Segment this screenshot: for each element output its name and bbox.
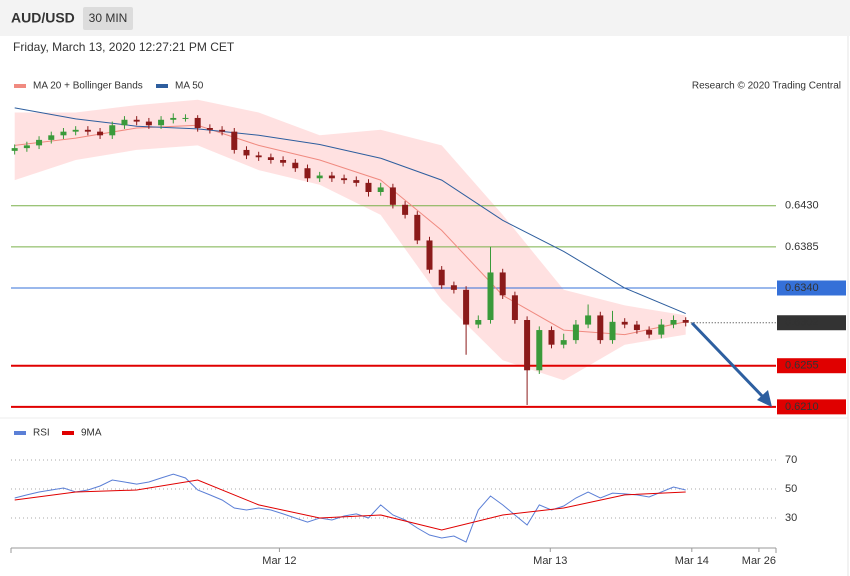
candle-body	[121, 119, 128, 126]
candle-body	[524, 320, 531, 371]
y-tick-label: 30	[785, 512, 797, 524]
candle-body	[267, 157, 274, 160]
candle-body	[328, 175, 335, 179]
rsi-line	[14, 479, 686, 531]
candle-body	[487, 272, 494, 320]
symbol: AUD/USD	[11, 10, 75, 26]
candle-body	[243, 149, 250, 156]
candle-body	[560, 340, 567, 345]
candle-body	[206, 128, 213, 130]
plot-area: 0.6430 0.6385 0.6340 0.6302 0.6255 0.6210 MA 2…	[10, 81, 846, 567]
candle-body	[97, 131, 104, 136]
legend-swatch	[14, 431, 26, 435]
bollinger-band	[14, 99, 686, 381]
candle-body	[292, 162, 299, 169]
legend-label: MA 20 + Bollinger Bands	[33, 81, 143, 92]
candle-body	[133, 119, 140, 122]
level-label: 0.6340	[785, 282, 819, 294]
candle-body	[414, 214, 421, 241]
candle-body	[536, 330, 543, 371]
candle-body	[145, 121, 152, 126]
candle-body	[36, 139, 43, 146]
candle-body	[72, 129, 79, 132]
candle-body	[48, 135, 55, 140]
projection-arrow	[690, 321, 766, 400]
candle-body	[109, 125, 116, 136]
legend-label: MA 50	[175, 81, 204, 92]
candle-body	[158, 119, 165, 126]
timeframe: 30 MIN	[89, 11, 128, 25]
candle-body	[170, 117, 177, 120]
level-label-box	[777, 358, 846, 374]
x-tick-label: Mar 12	[262, 555, 296, 567]
candle-body	[511, 295, 518, 320]
candle-body	[621, 321, 628, 325]
level-label: 0.6385	[785, 241, 819, 253]
candle-body	[182, 117, 189, 119]
header-bar	[0, 0, 850, 36]
candle-body	[609, 321, 616, 341]
legend-swatch	[62, 431, 74, 435]
candle-body	[402, 204, 409, 215]
candle-body	[11, 148, 18, 151]
candle-body	[450, 285, 457, 290]
candle-body	[426, 240, 433, 270]
candle-body	[353, 180, 360, 183]
level-label-box	[777, 399, 846, 415]
level-label: 0.6430	[785, 200, 819, 212]
candle-body	[84, 129, 91, 132]
candle-body	[438, 269, 445, 286]
projection-arrow-head	[757, 390, 772, 407]
level-label: 0.6302	[785, 317, 819, 329]
candle-body	[377, 187, 384, 192]
candle-body	[682, 320, 689, 323]
candle-body	[597, 315, 604, 341]
candle-body	[255, 155, 262, 158]
candle-body	[304, 168, 311, 179]
y-tick-label: 50	[785, 483, 797, 495]
candle-body	[219, 129, 226, 132]
candle-body	[572, 324, 579, 341]
level-label-box	[777, 315, 846, 331]
legend-swatch	[156, 84, 168, 88]
copyright: Research © 2020 Trading Central	[692, 81, 841, 92]
candle-body	[231, 131, 238, 150]
candle-body	[646, 330, 653, 335]
level-label: 0.6255	[785, 360, 819, 372]
rsi-line	[14, 473, 686, 543]
timestamp: Friday, March 13, 2020 12:27:21 PM CET	[13, 40, 235, 54]
candle-body	[23, 145, 30, 149]
candle-body	[316, 175, 323, 179]
candle-body	[60, 131, 67, 136]
legend-label: 9MA	[81, 428, 102, 439]
legend-label: RSI	[33, 428, 50, 439]
level-label-box	[777, 280, 846, 296]
candle-body	[548, 330, 555, 345]
candle-body	[194, 117, 201, 128]
candle-body	[365, 182, 372, 192]
x-tick-label: Mar 26	[742, 555, 776, 567]
candle-body	[280, 160, 287, 163]
candle-body	[341, 178, 348, 181]
candle-body	[475, 320, 482, 325]
candle-body	[463, 289, 470, 325]
candle-body	[389, 187, 396, 205]
candle-body	[658, 324, 665, 335]
timeframe-badge	[83, 7, 133, 30]
candle-body	[499, 272, 506, 296]
legend-swatch	[14, 84, 26, 88]
x-tick-label: Mar 13	[533, 555, 567, 567]
x-tick-label: Mar 14	[675, 555, 709, 567]
candle-body	[633, 324, 640, 331]
y-tick-label: 70	[785, 454, 797, 466]
candle-body	[670, 320, 677, 325]
level-label: 0.6210	[785, 401, 819, 413]
candle-body	[585, 315, 592, 325]
